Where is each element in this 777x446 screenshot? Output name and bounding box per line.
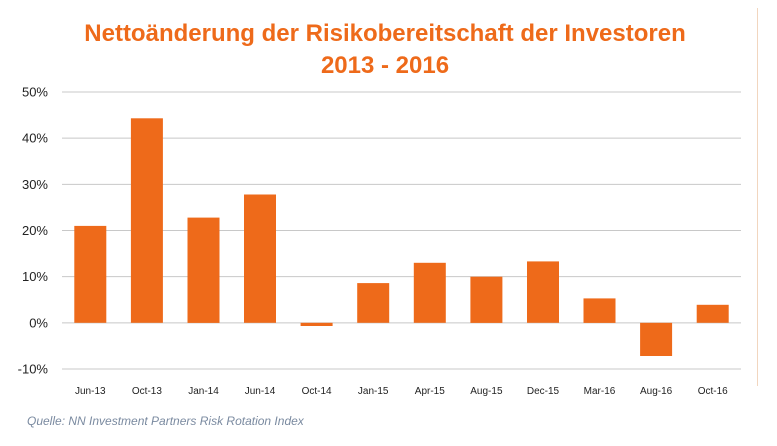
x-tick-label: Jan-15 — [358, 386, 389, 397]
bar-jun-13 — [74, 225, 107, 323]
bar-apr-15 — [413, 262, 446, 323]
bar-jan-14 — [187, 217, 220, 323]
x-tick-label: Dec-15 — [527, 386, 560, 397]
x-tick-label: Aug-16 — [640, 386, 673, 397]
x-tick-label: Jun-13 — [75, 386, 106, 397]
x-tick-label: Oct-13 — [132, 386, 162, 397]
bar-aug-16 — [640, 322, 673, 356]
x-tick-label: Jun-14 — [245, 386, 276, 397]
chart-title-line-1: Nettoänderung der Risikobereitschaft der… — [84, 20, 686, 47]
y-tick-label: 30% — [22, 177, 48, 192]
y-tick-label: 40% — [22, 131, 48, 146]
y-tick-label: 50% — [22, 85, 48, 100]
bar-jun-14 — [244, 194, 276, 323]
x-tick-label: Oct-16 — [698, 386, 728, 397]
bar-oct-13 — [130, 118, 163, 323]
bar-oct-16 — [696, 304, 729, 323]
y-tick-label: 10% — [22, 269, 48, 284]
y-tick-label: 0% — [29, 315, 48, 330]
bar-dec-15 — [527, 261, 559, 323]
x-tick-label: Oct-14 — [302, 386, 332, 397]
chart-title-line-2: 2013 - 2016 — [320, 52, 450, 79]
bar-mar-16 — [583, 298, 616, 323]
bar-oct-14 — [300, 322, 333, 326]
chart-title: Nettoänderung der Risikobereitschaft der… — [40, 18, 730, 82]
x-tick-label: Jan-14 — [188, 386, 219, 397]
x-tick-label: Mar-16 — [584, 386, 616, 397]
source-note: Quelle: NN Investment Partners Risk Rota… — [27, 414, 304, 428]
y-tick-label: -10% — [18, 362, 49, 377]
bar-aug-15 — [470, 276, 503, 323]
bar-jan-15 — [357, 283, 390, 323]
x-tick-label: Aug-15 — [470, 386, 503, 397]
frame-edge — [757, 8, 758, 386]
y-tick-label: 20% — [22, 223, 48, 238]
x-tick-label: Apr-15 — [415, 386, 445, 397]
